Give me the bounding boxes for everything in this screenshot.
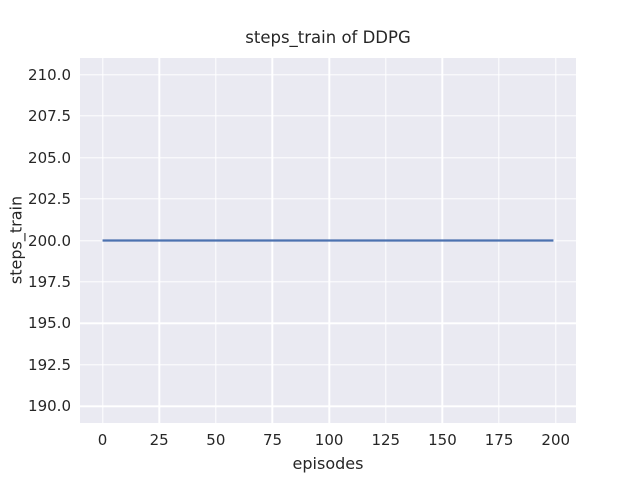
x-tick-label: 25 (149, 431, 169, 449)
gridline-horizontal (80, 364, 576, 366)
y-tick-label: 195.0 (28, 314, 71, 333)
gridline-horizontal (80, 281, 576, 283)
x-tick-label: 0 (97, 431, 108, 449)
gridline-horizontal (80, 405, 576, 408)
x-tick-label: 175 (484, 431, 514, 449)
y-tick-label: 205.0 (28, 148, 71, 167)
y-tick-label: 197.5 (28, 272, 71, 291)
gridline-horizontal (80, 198, 576, 200)
gridline-horizontal (80, 115, 576, 117)
x-tick-label: 125 (371, 431, 401, 449)
gridline-horizontal (80, 156, 576, 159)
y-tick-label: 190.0 (28, 397, 71, 416)
y-tick-label: 200.0 (28, 231, 71, 250)
y-axis-label: steps_train (6, 195, 26, 285)
chart-title: steps_train of DDPG (245, 28, 411, 47)
gridline-horizontal (80, 322, 576, 325)
x-tick-label: 75 (262, 431, 283, 449)
y-tick-label: 207.5 (28, 107, 71, 126)
x-tick-label: 150 (428, 431, 457, 449)
y-tick-label: 192.5 (28, 355, 71, 374)
x-tick-label: 200 (541, 431, 571, 449)
plot-area: 0 25 50 75 100 125 150 175 200 190.0 192.5 195.0 197… (28, 58, 576, 449)
series-layer (102, 239, 554, 242)
x-tick-label: 50 (206, 431, 226, 449)
x-tick-label: 100 (314, 431, 344, 449)
y-tick-label: 202.5 (28, 190, 71, 209)
gridline-horizontal (80, 73, 576, 76)
x-axis-label: episodes (292, 454, 364, 473)
y-tick-label: 210.0 (28, 65, 71, 84)
